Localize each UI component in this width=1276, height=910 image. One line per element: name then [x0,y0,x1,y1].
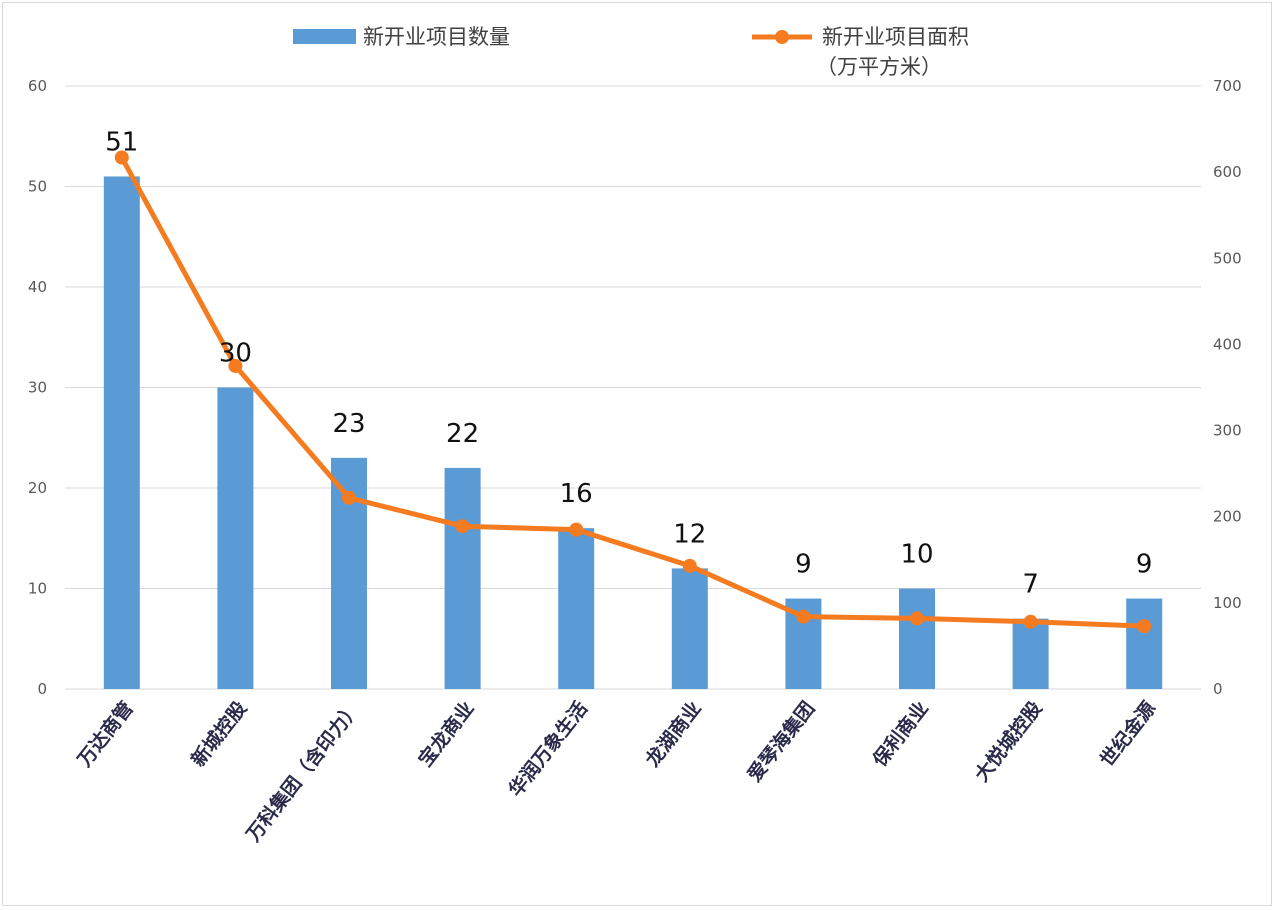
category-label: 宝龙商业 [414,697,479,771]
bar [1012,618,1049,689]
category-label: 华润万象生活 [504,697,592,801]
right-tick-label: 700 [1213,77,1242,95]
data-labels: 51 30 23 22 16 12 9 10 7 9 [105,127,1152,599]
category-label: 龙湖商业 [641,697,706,771]
bar-data-label: 10 [900,540,933,570]
bar-data-label: 30 [219,339,252,369]
bar-data-label: 9 [795,550,812,580]
left-tick-label: 20 [28,479,47,497]
line-point [796,609,811,624]
bar [899,588,935,689]
bar-data-label: 12 [673,519,706,549]
bars [103,176,1163,689]
line-point [342,490,356,505]
line-point [910,611,924,626]
right-tick-label: 500 [1213,249,1242,267]
bar-data-label: 16 [560,479,593,509]
category-label: 保利商业 [867,697,933,772]
left-tick-label: 60 [28,77,47,95]
line-point [1137,619,1152,634]
right-tick-label: 100 [1213,594,1242,612]
right-tick-label: 300 [1213,422,1242,440]
bar-data-label: 23 [332,409,365,439]
bar-data-label: 9 [1136,550,1153,580]
left-tick-label: 0 [37,680,47,698]
right-tick-label: 600 [1213,163,1242,181]
bar-data-label: 51 [105,127,138,157]
category-label: 世纪金源 [1095,697,1160,771]
bar [671,568,708,689]
line-point [682,558,697,573]
category-label: 万达商管 [72,697,138,772]
line-point [1023,614,1038,629]
bar [444,467,481,689]
right-tick-label: 400 [1213,335,1242,353]
legend-bar-swatch [293,29,356,44]
left-tick-label: 50 [28,178,47,196]
line-point [228,358,243,373]
bar-data-label: 22 [446,419,479,449]
line-point [455,519,470,534]
line-series [119,156,1145,629]
legend-line-marker [775,30,789,44]
legend-line-label-unit: （万平方米） [816,55,942,79]
bar [1126,598,1163,689]
category-label: 新城控股 [186,697,251,771]
category-label: 万科集团（含印力） [241,697,365,847]
right-tick-label: 0 [1213,680,1223,698]
left-tick-label: 40 [28,278,47,296]
right-tick-label: 200 [1213,508,1242,526]
legend: 新开业项目数量 新开业项目面积 （万平方米） [293,25,969,79]
left-tick-label: 10 [28,580,47,598]
bar-data-label: 7 [1022,570,1039,600]
bar [217,387,254,689]
legend-line-label: 新开业项目面积 [822,25,969,49]
bar [103,176,140,689]
area-line [114,150,1152,634]
left-tick-label: 30 [28,379,47,397]
category-label: 爱琴海集团 [743,697,820,786]
line-point [114,150,129,165]
bar [558,528,595,689]
line-point [569,522,584,537]
legend-bar-label: 新开业项目数量 [363,25,510,49]
category-label: 大悦城控股 [970,697,1047,786]
